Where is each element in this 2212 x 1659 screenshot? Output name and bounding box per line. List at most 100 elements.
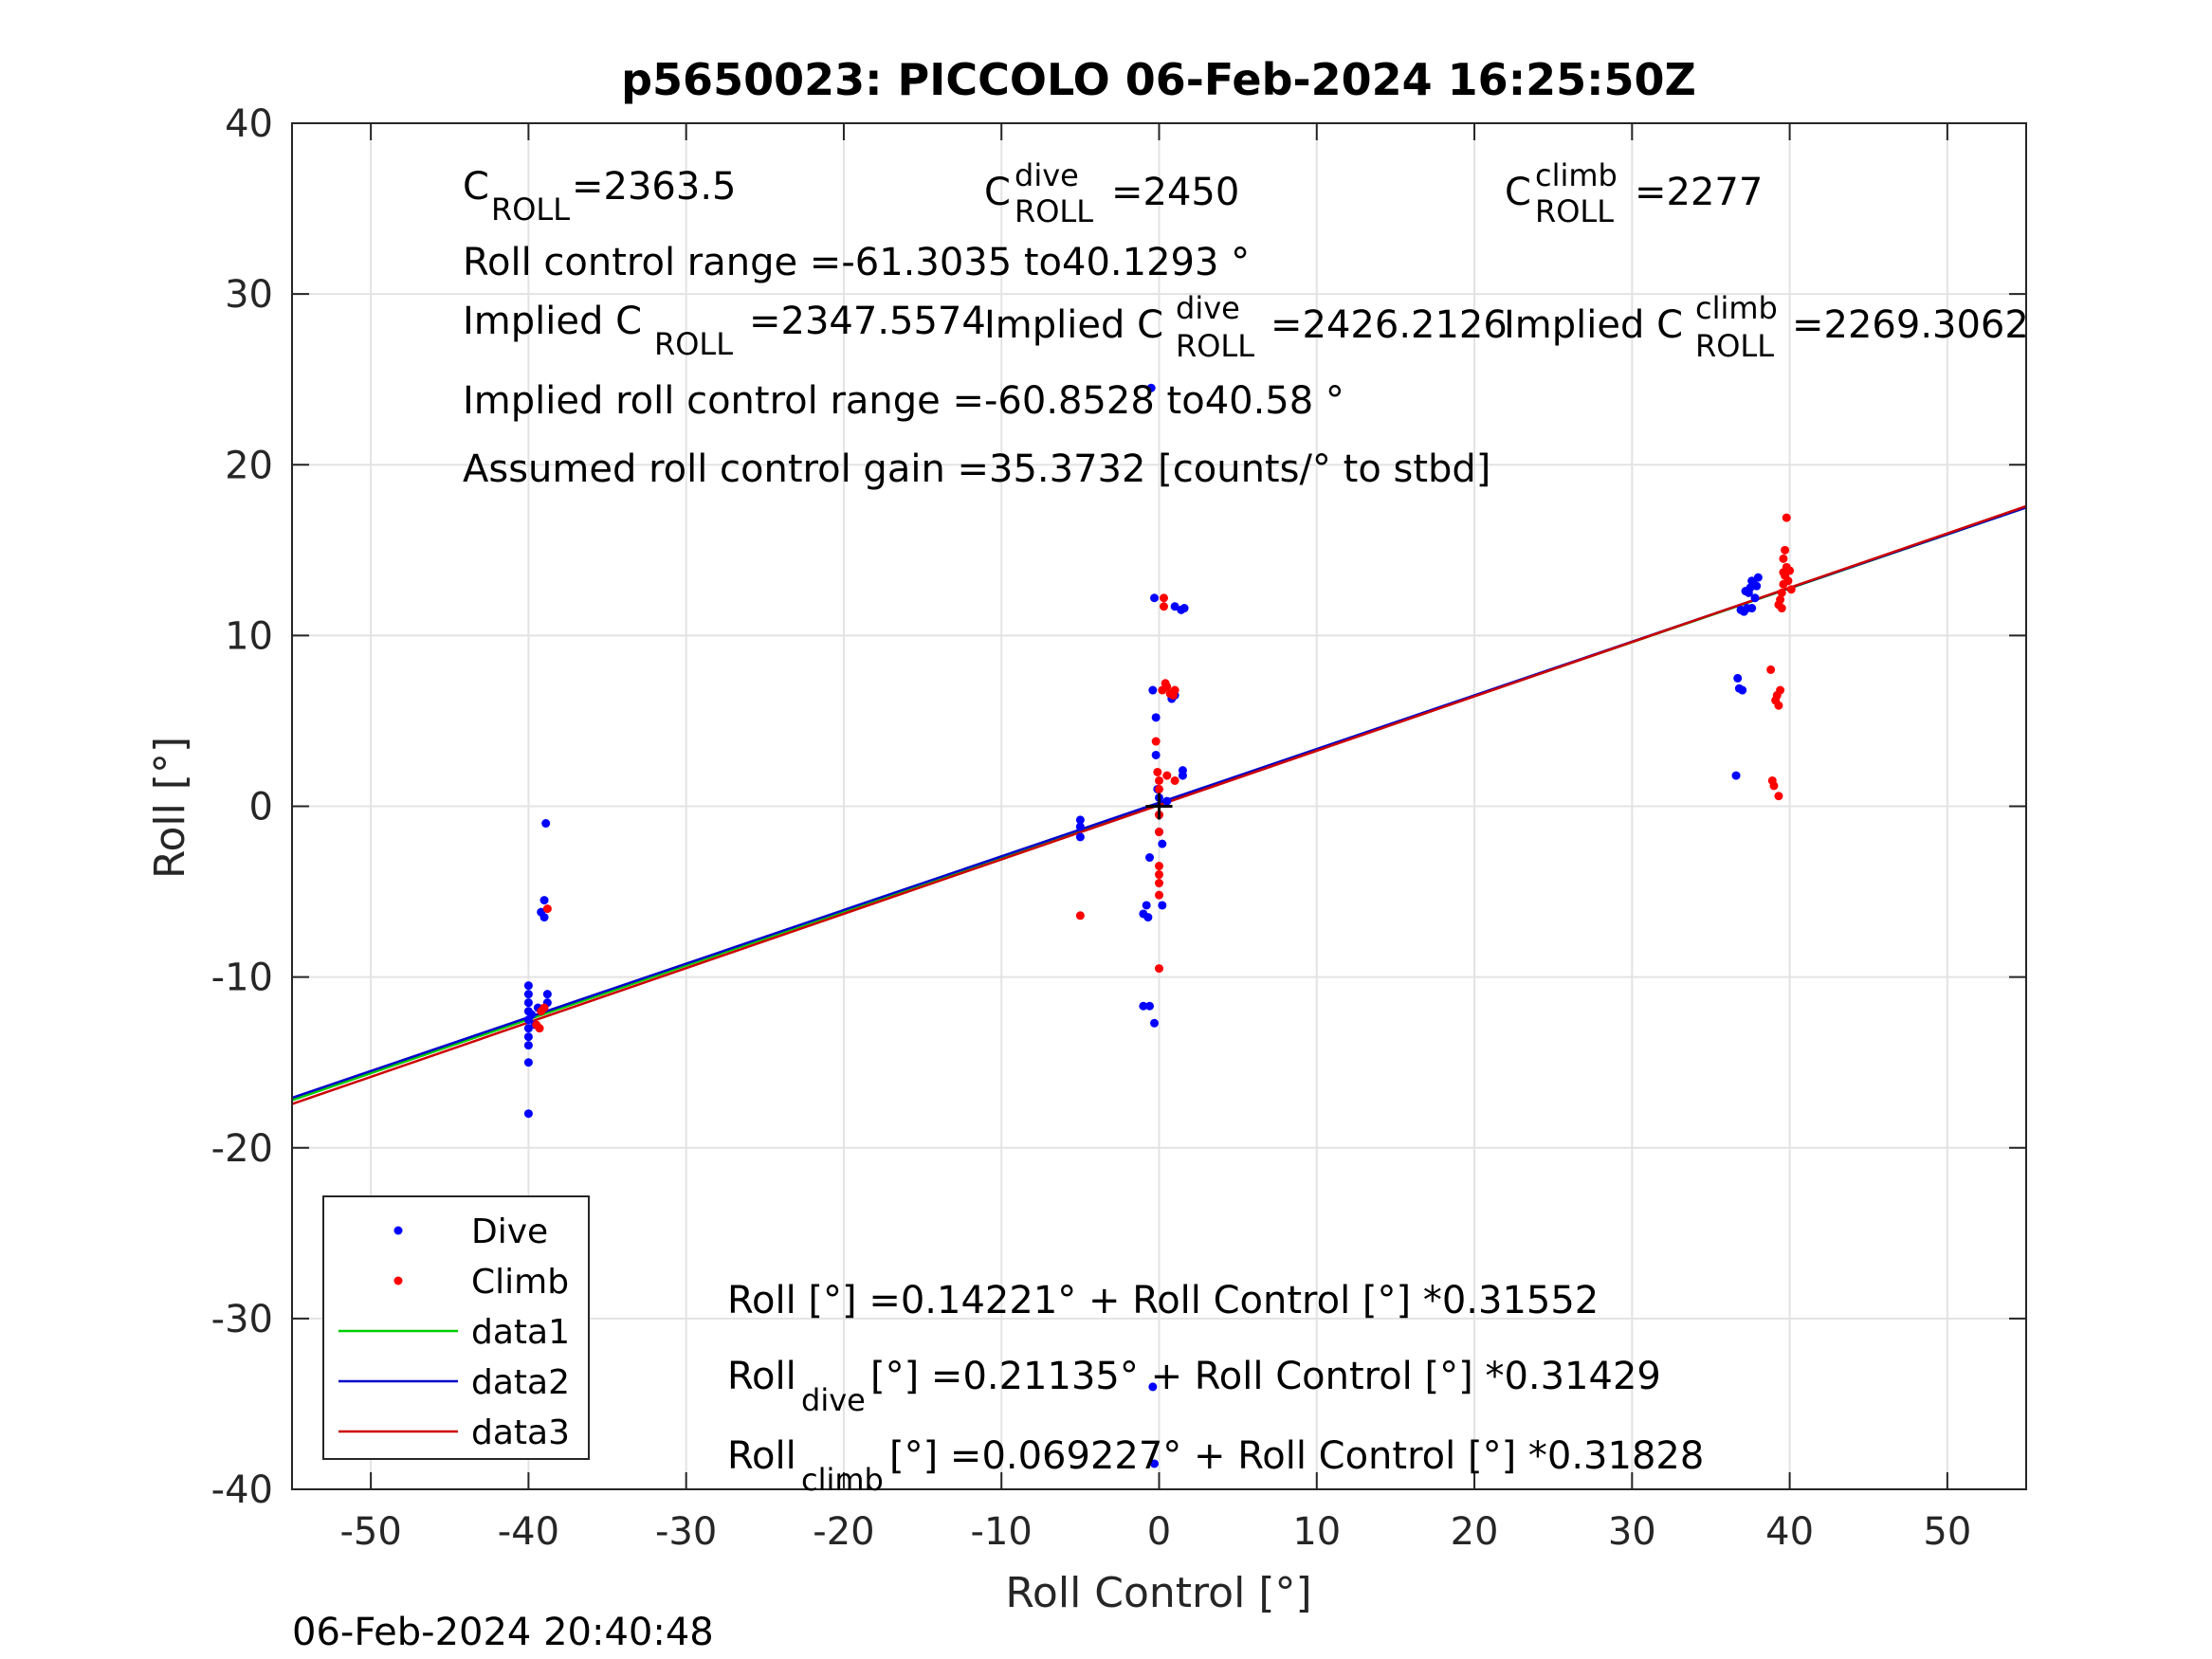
c-roll-dive-value: =2450	[1111, 171, 1239, 214]
legend-marker-climb	[393, 1276, 403, 1285]
x-tick-label: 30	[1608, 1510, 1656, 1554]
point-dive	[542, 990, 552, 999]
point-climb	[1766, 665, 1776, 674]
point-dive	[1179, 604, 1189, 613]
y-tick-label: -40	[211, 1468, 273, 1512]
point-dive	[539, 913, 549, 922]
c-roll-climb-c: C	[1505, 171, 1531, 214]
point-climb	[535, 1024, 544, 1033]
implied-c-roll-dive-annotation: Implied C dive ROLL =2426.2126	[984, 290, 1508, 364]
origin-marker	[1145, 793, 1173, 820]
point-climb	[1155, 879, 1163, 888]
implied-c-roll-value: =2347.5574	[749, 300, 986, 343]
point-climb	[1776, 685, 1785, 695]
c-roll-dive-subscript: ROLL	[1015, 193, 1093, 229]
point-climb	[1155, 775, 1163, 785]
assumed-roll-control-gain: Assumed roll control gain =35.3732 [coun…	[463, 447, 1490, 491]
point-dive	[523, 1032, 533, 1042]
point-climb	[1779, 568, 1788, 577]
point-dive	[1151, 713, 1161, 722]
point-climb	[1783, 576, 1793, 586]
x-tick-label: 10	[1292, 1510, 1341, 1554]
point-dive	[523, 1109, 533, 1119]
point-dive	[1738, 685, 1747, 695]
y-tick-label: 40	[225, 102, 273, 146]
point-dive	[527, 1010, 537, 1019]
point-climb	[1151, 737, 1161, 746]
point-climb	[1155, 828, 1163, 837]
x-tick-label: -30	[655, 1510, 717, 1554]
c-roll-climb-value: =2277	[1635, 171, 1763, 214]
c-roll-climb-annotation: C climb ROLL =2277	[1505, 157, 1763, 229]
point-dive	[1151, 750, 1161, 759]
point-climb	[1774, 701, 1783, 710]
x-tick-label: 0	[1147, 1510, 1171, 1554]
fit-equation-all: Roll [°] =0.14221° + Roll Control [°] *0…	[727, 1279, 1599, 1322]
implied-c-roll-climb-superscript: climb	[1695, 290, 1778, 326]
point-climb	[1779, 554, 1788, 563]
point-dive	[523, 1024, 533, 1033]
point-dive	[1158, 839, 1167, 848]
point-climb	[1159, 593, 1168, 603]
legend-label-dive: Dive	[471, 1212, 548, 1251]
legend-marker-dive	[393, 1226, 403, 1235]
c-roll-c: C	[463, 165, 489, 209]
c-roll-dive-annotation: C dive ROLL =2450	[984, 157, 1239, 229]
point-dive	[1148, 1382, 1158, 1392]
c-roll-value: =2363.5	[572, 165, 736, 209]
fit-dive-roll: Roll	[727, 1355, 796, 1398]
point-dive	[1148, 685, 1158, 695]
y-tick-label: -30	[211, 1298, 273, 1341]
point-climb	[1159, 602, 1168, 611]
x-tick-label: -20	[813, 1510, 874, 1554]
legend-label-data1: data1	[471, 1313, 570, 1352]
point-climb	[1776, 595, 1785, 605]
c-roll-climb-subscript: ROLL	[1535, 193, 1614, 229]
point-climb	[1170, 775, 1179, 785]
point-dive	[1731, 771, 1741, 780]
legend-label-climb: Climb	[471, 1263, 569, 1302]
point-climb	[1155, 964, 1163, 974]
x-tick-label: 50	[1923, 1510, 1971, 1554]
point-climb	[1155, 870, 1163, 880]
point-dive	[1145, 853, 1155, 863]
fit-dive-subscript: dive	[801, 1382, 866, 1418]
y-tick-labels: -40 -30 -20 -10 0 10 20 30 40	[211, 102, 273, 1512]
point-climb	[1782, 513, 1791, 522]
point-climb	[1153, 767, 1162, 776]
point-climb	[1075, 911, 1085, 921]
implied-c-roll-label: Implied C	[463, 300, 642, 343]
point-dive	[1075, 815, 1085, 825]
fit-equation-dive: Roll dive [°] =0.21135° + Roll Control […	[727, 1355, 1661, 1418]
axis-ticks	[292, 122, 2026, 1490]
x-tick-label: 40	[1765, 1510, 1814, 1554]
point-climb	[1777, 604, 1786, 613]
implied-c-roll-annotation: Implied C ROLL =2347.5574	[463, 300, 986, 362]
point-dive	[1178, 766, 1187, 775]
point-dive	[523, 981, 533, 991]
fit-climb-roll: Roll	[727, 1434, 796, 1478]
fit-climb-rest: [°] =0.069227° + Roll Control [°] *0.318…	[889, 1434, 1704, 1478]
point-dive	[1741, 587, 1750, 596]
y-tick-label: -20	[211, 1127, 273, 1171]
point-dive	[1733, 673, 1743, 683]
point-dive	[1170, 602, 1179, 611]
point-climb	[1155, 784, 1163, 793]
y-tick-label: 0	[249, 786, 273, 830]
point-climb	[1155, 862, 1163, 871]
point-climb	[1786, 585, 1796, 594]
point-dive	[1162, 796, 1172, 806]
point-dive	[1747, 604, 1757, 613]
point-dive	[523, 998, 533, 1008]
chart-title: p5650023: PICCOLO 06-Feb-2024 16:25:50Z	[621, 54, 1696, 105]
data-points	[523, 383, 1796, 1468]
point-dive	[1150, 1459, 1160, 1468]
x-axis-label: Roll Control [°]	[1005, 1569, 1311, 1617]
y-tick-label: -10	[211, 957, 273, 1000]
point-dive	[1752, 581, 1762, 591]
legend: Dive Climb data1 data2 data3	[322, 1195, 590, 1460]
point-dive	[1143, 913, 1153, 922]
c-roll-climb-superscript: climb	[1535, 157, 1618, 193]
point-climb	[1170, 685, 1179, 695]
x-tick-label: -40	[498, 1510, 559, 1554]
